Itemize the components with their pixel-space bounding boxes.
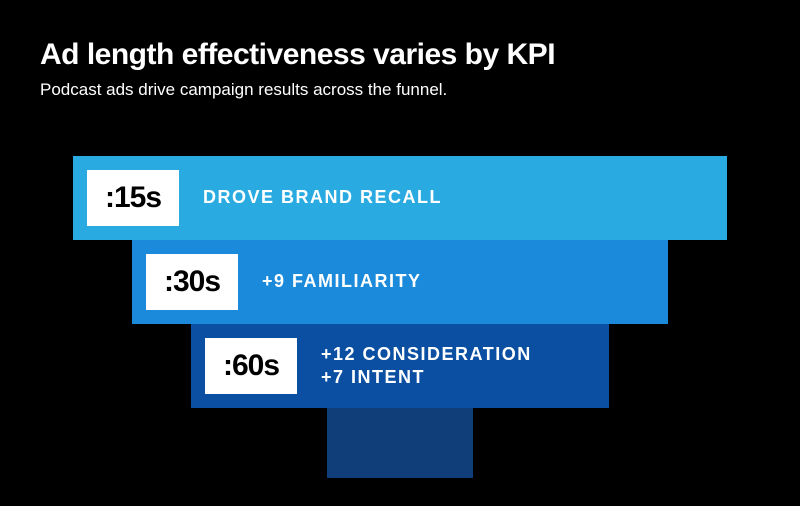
page-title: Ad length effectiveness varies by KPI: [40, 38, 555, 72]
label-line: +9 FAMILIARITY: [262, 270, 422, 293]
funnel-step-15s: :15s DROVE BRAND RECALL: [73, 156, 727, 240]
funnel-stem: [327, 408, 473, 478]
page-subtitle: Podcast ads drive campaign results acros…: [40, 80, 447, 100]
label-line: DROVE BRAND RECALL: [203, 186, 442, 209]
duration-badge: :15s: [87, 170, 179, 226]
duration-badge: :30s: [146, 254, 238, 310]
funnel-step-label: +9 FAMILIARITY: [262, 270, 422, 293]
funnel-step-label: DROVE BRAND RECALL: [203, 186, 442, 209]
funnel-step-label: +12 CONSIDERATION +7 INTENT: [321, 343, 532, 390]
funnel-chart: :15s DROVE BRAND RECALL :30s +9 FAMILIAR…: [0, 156, 800, 478]
label-line: +7 INTENT: [321, 366, 532, 389]
duration-badge: :60s: [205, 338, 297, 394]
infographic-canvas: Ad length effectiveness varies by KPI Po…: [0, 0, 800, 506]
funnel-step-30s: :30s +9 FAMILIARITY: [132, 240, 668, 324]
label-line: +12 CONSIDERATION: [321, 343, 532, 366]
funnel-step-60s: :60s +12 CONSIDERATION +7 INTENT: [191, 324, 609, 408]
